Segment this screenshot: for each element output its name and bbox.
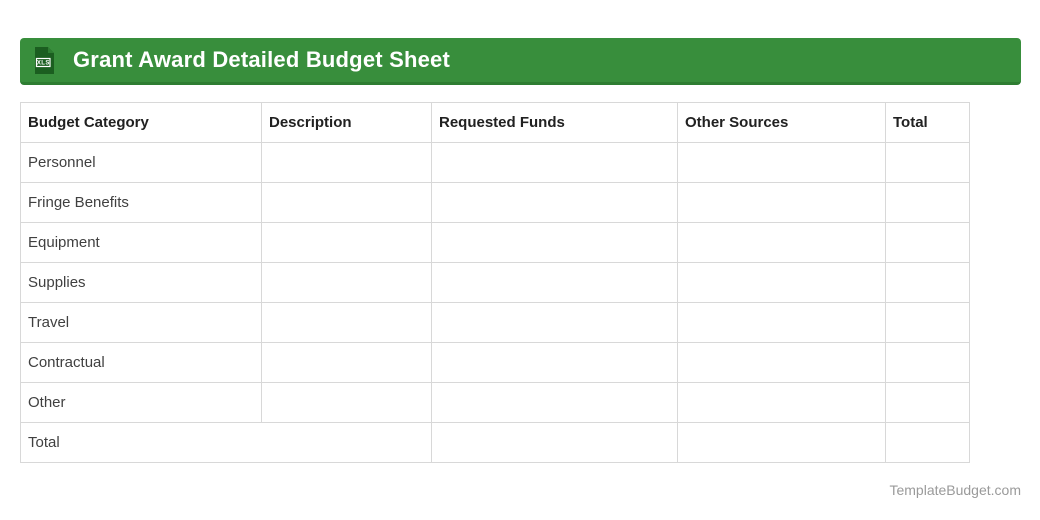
table-row: Contractual <box>20 342 970 383</box>
xls-file-icon: XLS <box>35 46 54 74</box>
empty-cell[interactable] <box>885 422 970 463</box>
empty-cell[interactable] <box>431 382 678 423</box>
row-label-cell: Other <box>20 382 262 423</box>
empty-cell[interactable] <box>431 182 678 223</box>
table-row: Supplies <box>20 262 970 303</box>
empty-cell[interactable] <box>885 182 970 223</box>
table-total-row: Total <box>20 422 970 463</box>
page-title: Grant Award Detailed Budget Sheet <box>73 47 451 72</box>
xls-icon-label: XLS <box>37 60 50 66</box>
empty-cell[interactable] <box>431 342 678 383</box>
table-row: Fringe Benefits <box>20 182 970 223</box>
empty-cell[interactable] <box>885 142 970 183</box>
row-label-cell: Supplies <box>20 262 262 303</box>
empty-cell[interactable] <box>885 222 970 263</box>
empty-cell[interactable] <box>431 302 678 343</box>
empty-cell[interactable] <box>261 382 432 423</box>
column-header-description: Description <box>261 102 432 143</box>
empty-cell[interactable] <box>677 182 886 223</box>
empty-cell[interactable] <box>885 302 970 343</box>
empty-cell[interactable] <box>431 422 678 463</box>
empty-cell[interactable] <box>261 182 432 223</box>
empty-cell[interactable] <box>677 382 886 423</box>
row-label-cell: Fringe Benefits <box>20 182 262 223</box>
table-header-row: Budget Category Description Requested Fu… <box>20 102 970 143</box>
empty-cell[interactable] <box>261 302 432 343</box>
empty-cell[interactable] <box>677 222 886 263</box>
empty-cell[interactable] <box>677 342 886 383</box>
empty-cell[interactable] <box>261 262 432 303</box>
row-label-cell: Travel <box>20 302 262 343</box>
empty-cell[interactable] <box>677 142 886 183</box>
empty-cell[interactable] <box>431 142 678 183</box>
empty-cell[interactable] <box>677 262 886 303</box>
column-header-budget-category: Budget Category <box>20 102 262 143</box>
empty-cell[interactable] <box>885 342 970 383</box>
column-header-other-sources: Other Sources <box>677 102 886 143</box>
budget-table: Budget Category Description Requested Fu… <box>20 102 970 463</box>
empty-cell[interactable] <box>431 262 678 303</box>
row-label-cell: Equipment <box>20 222 262 263</box>
column-header-requested-funds: Requested Funds <box>431 102 678 143</box>
site-watermark: TemplateBudget.com <box>889 482 1021 498</box>
empty-cell[interactable] <box>261 342 432 383</box>
row-label-cell: Contractual <box>20 342 262 383</box>
empty-cell[interactable] <box>261 142 432 183</box>
table-row: Other <box>20 382 970 423</box>
empty-cell[interactable] <box>431 222 678 263</box>
table-row: Personnel <box>20 142 970 183</box>
table-row: Equipment <box>20 222 970 263</box>
empty-cell[interactable] <box>885 262 970 303</box>
empty-cell[interactable] <box>885 382 970 423</box>
row-label-cell: Personnel <box>20 142 262 183</box>
total-row-label-cell: Total <box>20 422 432 463</box>
column-header-total: Total <box>885 102 970 143</box>
table-row: Travel <box>20 302 970 343</box>
empty-cell[interactable] <box>261 222 432 263</box>
empty-cell[interactable] <box>677 302 886 343</box>
empty-cell[interactable] <box>677 422 886 463</box>
header-bar: XLS Grant Award Detailed Budget Sheet <box>20 38 1021 85</box>
